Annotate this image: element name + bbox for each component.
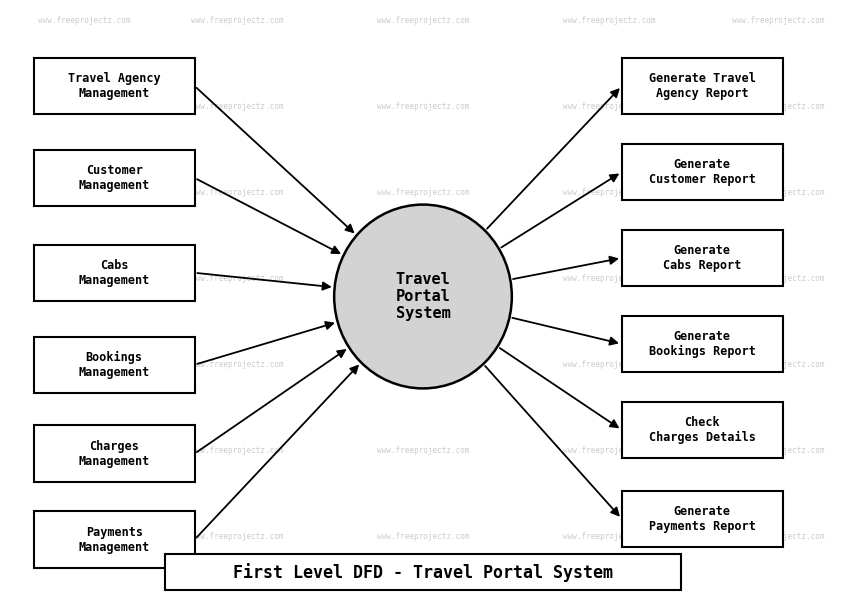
- Text: www.freeprojectz.com: www.freeprojectz.com: [563, 16, 656, 25]
- Text: www.freeprojectz.com: www.freeprojectz.com: [190, 102, 283, 111]
- Text: www.freeprojectz.com: www.freeprojectz.com: [190, 274, 283, 283]
- Text: www.freeprojectz.com: www.freeprojectz.com: [563, 446, 656, 455]
- Text: www.freeprojectz.com: www.freeprojectz.com: [732, 102, 825, 111]
- Text: Bookings
Management: Bookings Management: [79, 350, 150, 379]
- FancyBboxPatch shape: [34, 58, 195, 114]
- FancyBboxPatch shape: [165, 554, 681, 590]
- Text: www.freeprojectz.com: www.freeprojectz.com: [376, 360, 470, 369]
- Text: Cabs
Management: Cabs Management: [79, 259, 150, 287]
- Text: Generate Travel
Agency Report: Generate Travel Agency Report: [649, 72, 755, 100]
- Text: www.freeprojectz.com: www.freeprojectz.com: [190, 446, 283, 455]
- FancyBboxPatch shape: [622, 402, 783, 458]
- Text: www.freeprojectz.com: www.freeprojectz.com: [732, 446, 825, 455]
- Text: www.freeprojectz.com: www.freeprojectz.com: [38, 360, 131, 369]
- Text: www.freeprojectz.com: www.freeprojectz.com: [38, 16, 131, 25]
- FancyBboxPatch shape: [622, 491, 783, 547]
- Text: www.freeprojectz.com: www.freeprojectz.com: [376, 446, 470, 455]
- Text: www.freeprojectz.com: www.freeprojectz.com: [732, 360, 825, 369]
- Text: www.freeprojectz.com: www.freeprojectz.com: [376, 274, 470, 283]
- FancyBboxPatch shape: [622, 144, 783, 200]
- FancyBboxPatch shape: [622, 230, 783, 286]
- Text: www.freeprojectz.com: www.freeprojectz.com: [376, 16, 470, 25]
- Text: www.freeprojectz.com: www.freeprojectz.com: [563, 102, 656, 111]
- Text: www.freeprojectz.com: www.freeprojectz.com: [38, 102, 131, 111]
- FancyBboxPatch shape: [34, 337, 195, 393]
- Text: Travel Agency
Management: Travel Agency Management: [68, 72, 161, 100]
- Text: www.freeprojectz.com: www.freeprojectz.com: [732, 532, 825, 541]
- Text: www.freeprojectz.com: www.freeprojectz.com: [563, 360, 656, 369]
- FancyBboxPatch shape: [34, 511, 195, 568]
- Text: www.freeprojectz.com: www.freeprojectz.com: [376, 188, 470, 197]
- FancyBboxPatch shape: [622, 58, 783, 114]
- FancyBboxPatch shape: [34, 245, 195, 301]
- Ellipse shape: [334, 205, 512, 388]
- Text: www.freeprojectz.com: www.freeprojectz.com: [563, 188, 656, 197]
- Text: First Level DFD - Travel Portal System: First Level DFD - Travel Portal System: [233, 563, 613, 582]
- Text: www.freeprojectz.com: www.freeprojectz.com: [38, 274, 131, 283]
- Text: Check
Charges Details: Check Charges Details: [649, 416, 755, 444]
- Text: www.freeprojectz.com: www.freeprojectz.com: [190, 532, 283, 541]
- Text: Charges
Management: Charges Management: [79, 439, 150, 468]
- Text: www.freeprojectz.com: www.freeprojectz.com: [732, 188, 825, 197]
- Text: www.freeprojectz.com: www.freeprojectz.com: [376, 102, 470, 111]
- Text: Generate
Customer Report: Generate Customer Report: [649, 158, 755, 186]
- Text: Payments
Management: Payments Management: [79, 525, 150, 554]
- Text: www.freeprojectz.com: www.freeprojectz.com: [376, 532, 470, 541]
- Text: Generate
Cabs Report: Generate Cabs Report: [663, 244, 741, 272]
- FancyBboxPatch shape: [622, 315, 783, 372]
- Text: Customer
Management: Customer Management: [79, 164, 150, 192]
- Text: www.freeprojectz.com: www.freeprojectz.com: [732, 16, 825, 25]
- Text: www.freeprojectz.com: www.freeprojectz.com: [563, 532, 656, 541]
- Text: www.freeprojectz.com: www.freeprojectz.com: [38, 532, 131, 541]
- Text: www.freeprojectz.com: www.freeprojectz.com: [190, 360, 283, 369]
- Text: Generate
Payments Report: Generate Payments Report: [649, 505, 755, 533]
- FancyBboxPatch shape: [34, 426, 195, 482]
- Text: www.freeprojectz.com: www.freeprojectz.com: [732, 274, 825, 283]
- Text: Travel
Portal
System: Travel Portal System: [396, 272, 450, 321]
- Text: www.freeprojectz.com: www.freeprojectz.com: [563, 274, 656, 283]
- Text: www.freeprojectz.com: www.freeprojectz.com: [38, 446, 131, 455]
- Text: www.freeprojectz.com: www.freeprojectz.com: [190, 16, 283, 25]
- Text: www.freeprojectz.com: www.freeprojectz.com: [38, 188, 131, 197]
- Text: www.freeprojectz.com: www.freeprojectz.com: [190, 188, 283, 197]
- FancyBboxPatch shape: [34, 150, 195, 206]
- Text: Generate
Bookings Report: Generate Bookings Report: [649, 330, 755, 358]
